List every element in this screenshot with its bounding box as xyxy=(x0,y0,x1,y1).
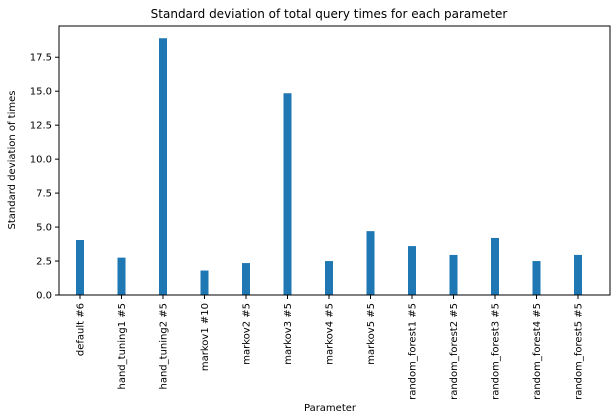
bar-5 xyxy=(242,263,250,295)
x-tick-label: markov5 #5 xyxy=(366,303,377,365)
y-tick-label: 17.5 xyxy=(30,53,52,64)
bar-10 xyxy=(449,254,458,295)
x-axis: default #6 hand_tuning1 #5 hand_tuning2 #5… xyxy=(76,295,585,400)
x-tick-label: hand_tuning2 #5 xyxy=(159,303,170,390)
bar-2 xyxy=(117,257,126,295)
y-tick-label: 0.0 xyxy=(36,291,52,302)
y-tick-label: 10.0 xyxy=(30,155,52,166)
x-tick-label: markov3 #5 xyxy=(283,303,294,365)
bar-1 xyxy=(76,239,84,295)
x-tick-label: markov2 #5 xyxy=(242,303,253,365)
bar-9 xyxy=(408,246,416,295)
bar-11 xyxy=(491,237,499,295)
x-tick-label: random_forest2 #5 xyxy=(449,303,460,400)
x-tick-label: random_forest1 #5 xyxy=(408,303,419,400)
bar-7 xyxy=(325,261,333,295)
bars-group xyxy=(76,38,582,296)
y-tick-label: 12.5 xyxy=(30,121,52,132)
bar-8 xyxy=(366,231,375,295)
y-tick-label: 15.0 xyxy=(30,87,52,98)
bar-6 xyxy=(283,93,292,295)
x-tick-label: markov4 #5 xyxy=(325,303,336,365)
x-axis-label: Parameter xyxy=(304,403,357,414)
x-tick-label: hand_tuning1 #5 xyxy=(117,303,128,390)
x-tick-label: default #6 xyxy=(76,303,87,356)
y-tick-label: 7.5 xyxy=(36,189,52,200)
y-axis-label: Standard deviation of times xyxy=(7,91,18,230)
x-tick-label: random_forest5 #5 xyxy=(574,303,585,400)
bar-3 xyxy=(159,38,167,296)
bar-12 xyxy=(532,261,541,295)
x-tick-label: random_forest4 #5 xyxy=(532,303,543,400)
bar-4 xyxy=(200,270,209,295)
x-tick-label: random_forest3 #5 xyxy=(491,303,502,400)
plot-frame xyxy=(58,25,611,296)
x-tick-label: markov1 #10 xyxy=(200,303,211,371)
bar-13 xyxy=(574,254,582,295)
chart-title: Standard deviation of total query times … xyxy=(151,7,508,21)
y-tick-label: 5.0 xyxy=(36,223,52,234)
y-tick-label: 2.5 xyxy=(36,257,52,268)
y-axis: 0.0 2.5 5.0 7.5 10.0 12.5 15.0 17.5 xyxy=(30,53,59,302)
